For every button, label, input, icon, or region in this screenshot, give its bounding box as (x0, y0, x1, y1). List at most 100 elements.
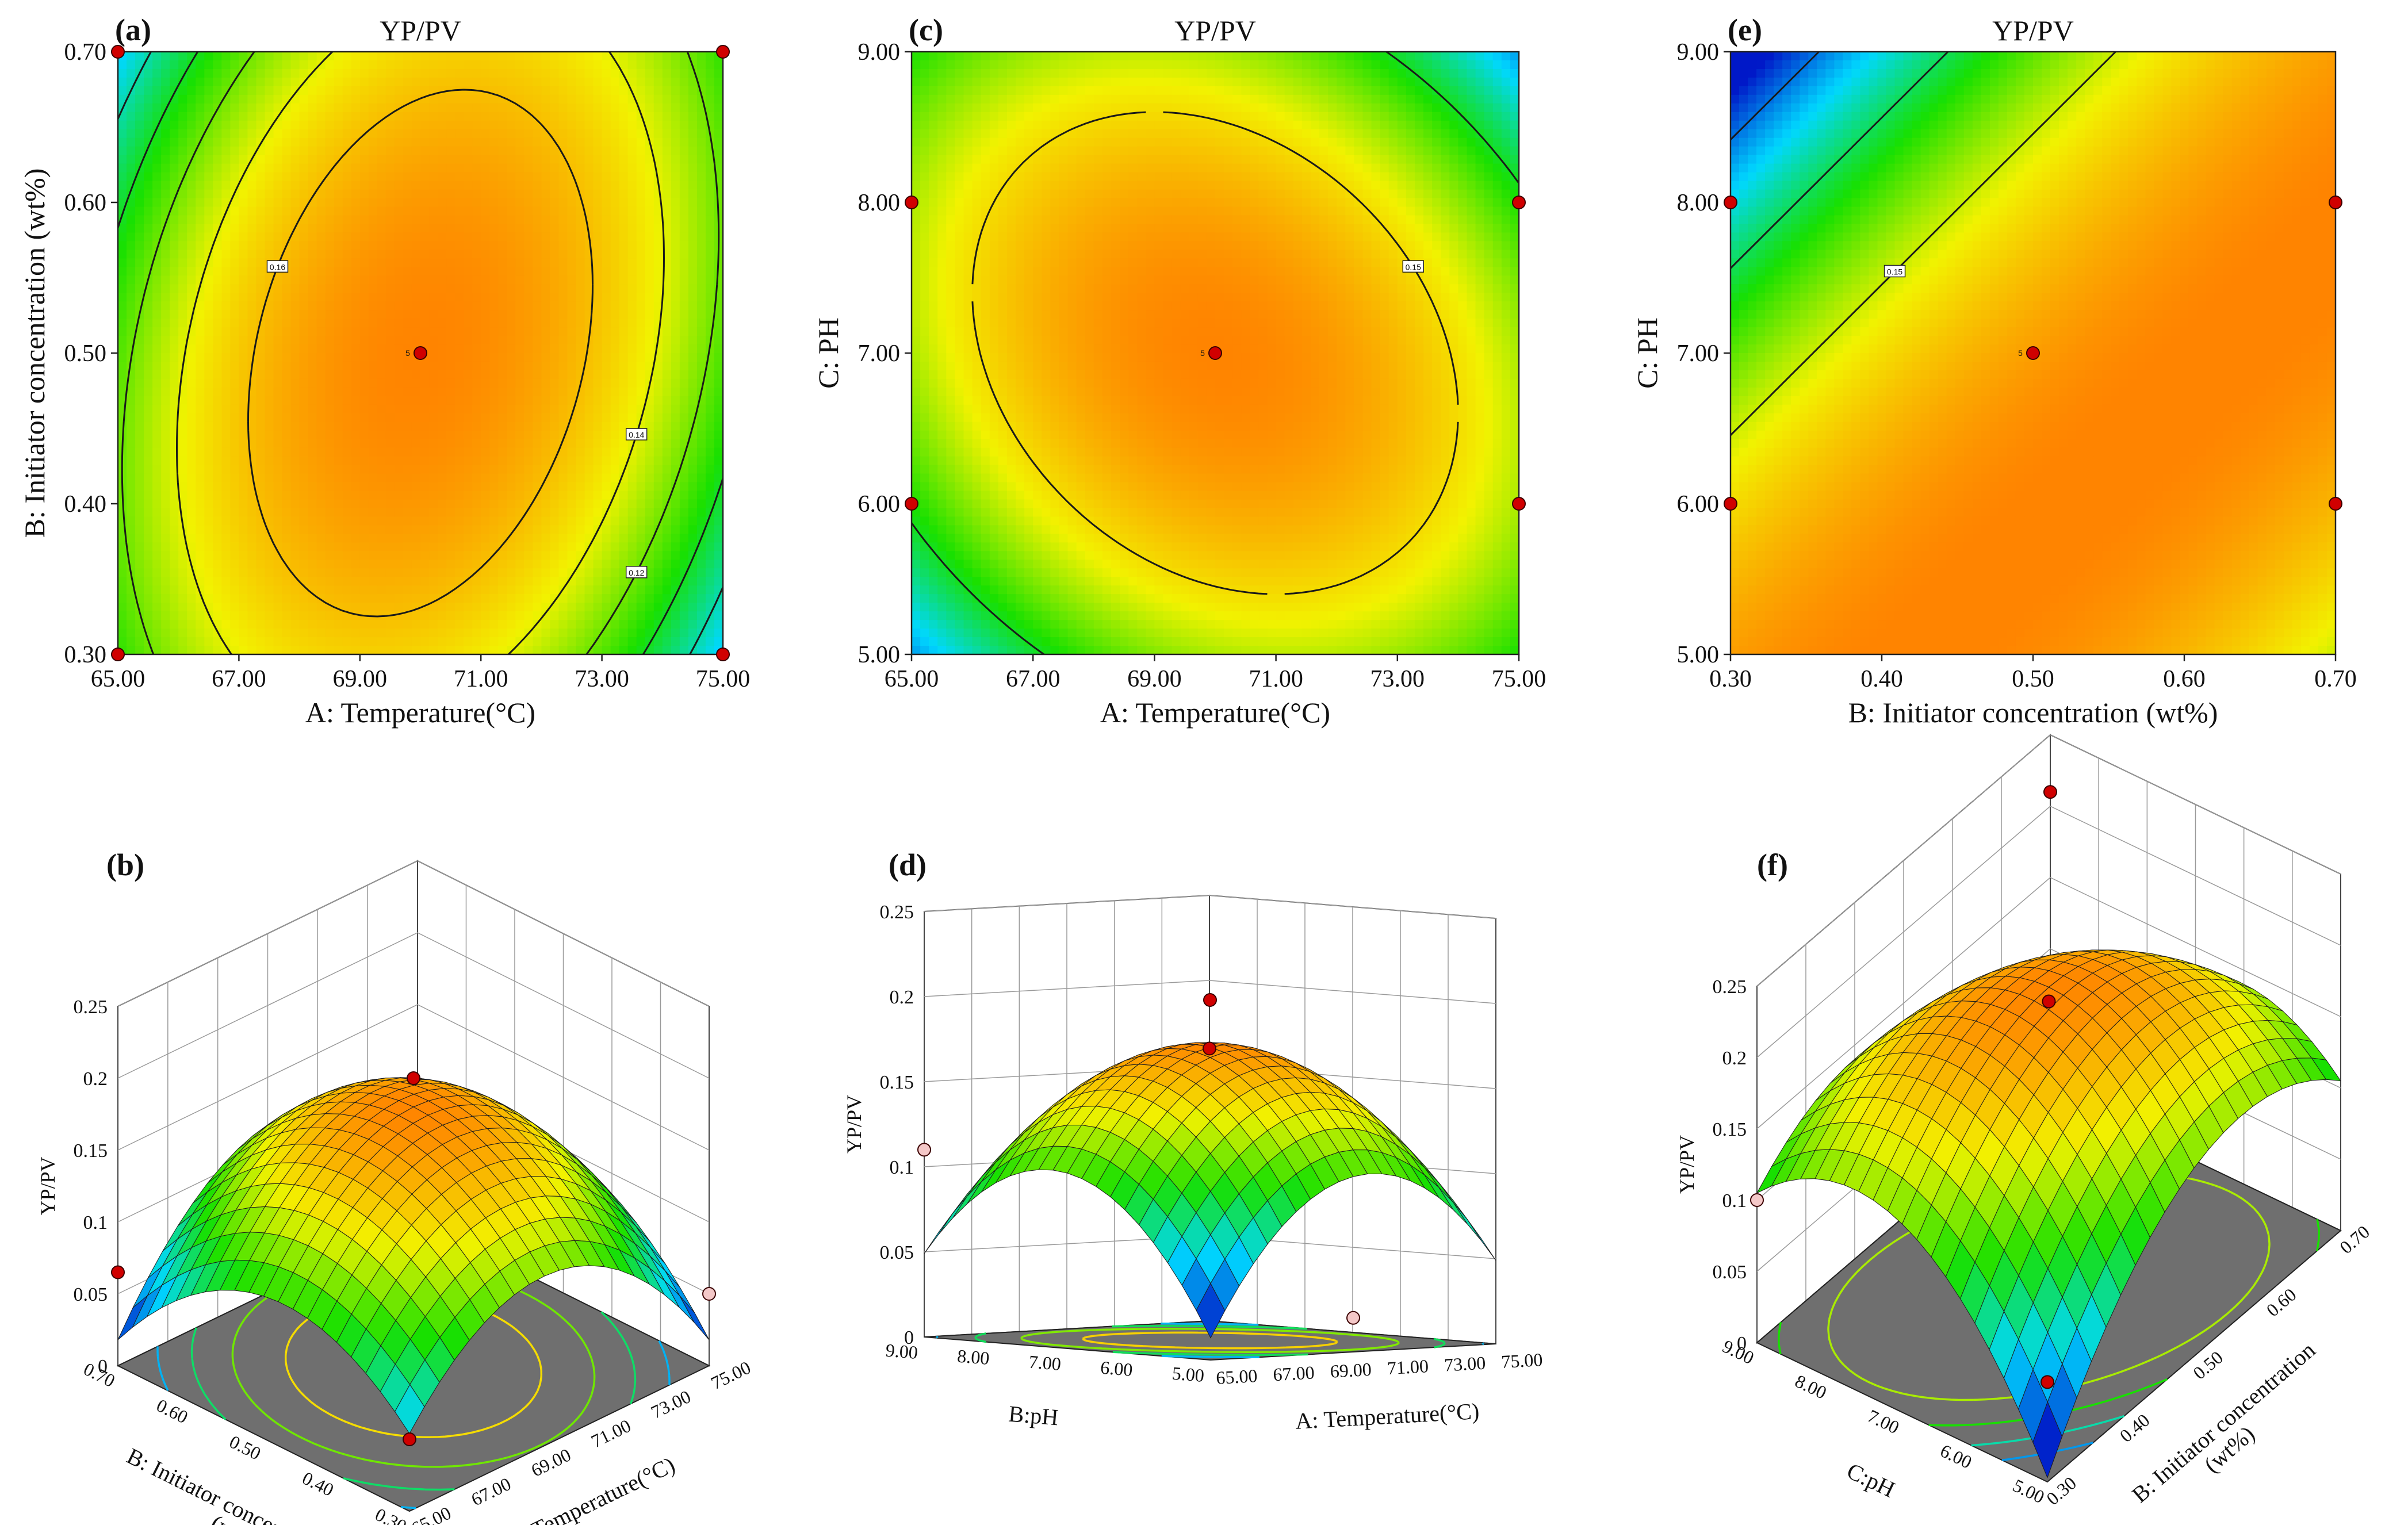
heatmap-cell (472, 620, 481, 629)
heatmap-cell (472, 241, 481, 250)
heatmap-cell (679, 327, 689, 336)
heatmap-cell (178, 275, 187, 285)
heatmap-cell (541, 103, 551, 113)
heatmap-cell (627, 163, 637, 173)
heatmap-cell (1067, 52, 1077, 61)
heatmap-cell (602, 551, 611, 560)
heatmap-cell (464, 353, 473, 362)
heatmap-cell (429, 336, 438, 345)
heatmap-cell (627, 232, 637, 242)
heatmap-cell (593, 310, 603, 319)
heatmap-cell (394, 473, 404, 483)
heatmap-cell (593, 378, 603, 388)
heatmap-cell (204, 146, 213, 156)
chart-title: YP/PV (380, 14, 461, 47)
heatmap-cell (679, 86, 689, 95)
heatmap-cell (325, 181, 335, 190)
heatmap-cell (671, 241, 680, 250)
heatmap-cell (204, 336, 213, 345)
heatmap-cell (161, 439, 170, 449)
heatmap-cell (334, 594, 343, 603)
heatmap-cell (507, 413, 516, 423)
center-count: 5 (405, 348, 410, 358)
heatmap-cell (645, 353, 654, 362)
heatmap-cell (385, 103, 395, 113)
heatmap-cell (325, 396, 335, 405)
heatmap-cell (584, 155, 594, 164)
heatmap-cell (446, 206, 455, 216)
heatmap-cell (602, 577, 611, 586)
heatmap-cell (187, 508, 196, 518)
heatmap-cell (135, 516, 144, 526)
heatmap-cell (161, 181, 170, 190)
heatmap-cell (403, 275, 412, 285)
heatmap-cell (196, 404, 205, 414)
heatmap-cell (403, 94, 412, 104)
heatmap-cell (524, 250, 533, 259)
heatmap-cell (524, 215, 533, 225)
heatmap-cell (213, 284, 222, 293)
heatmap-cell (334, 361, 343, 371)
heatmap-cell (403, 447, 412, 457)
heatmap-cell (671, 336, 680, 345)
heatmap-cell (273, 473, 283, 483)
heatmap-cell (636, 620, 646, 629)
heatmap-cell (541, 232, 551, 242)
heatmap-cell (135, 370, 144, 380)
heatmap-cell (464, 52, 473, 61)
heatmap-cell (1406, 52, 1415, 61)
heatmap-cell (161, 525, 170, 534)
heatmap-cell (446, 155, 455, 164)
heatmap-cell (265, 344, 274, 354)
heatmap-cell (230, 241, 239, 250)
heatmap-cell (351, 361, 361, 371)
design-points: 5 (111, 45, 730, 661)
heatmap-cell (705, 473, 715, 483)
heatmap-cell (282, 77, 292, 87)
heatmap-cell (420, 534, 430, 543)
heatmap-cell (152, 52, 162, 61)
heatmap-cell (550, 473, 560, 483)
heatmap-cell (239, 103, 248, 113)
heatmap-cell (342, 120, 352, 130)
heatmap-cell (178, 319, 187, 328)
heatmap-cell (696, 491, 706, 500)
heatmap-cell (213, 430, 222, 440)
heatmap-cell (550, 68, 560, 78)
heatmap-cell (593, 499, 603, 509)
heatmap-cell (489, 542, 499, 551)
heatmap-cell (394, 404, 404, 414)
heatmap-cell (498, 172, 507, 182)
heatmap-cell (636, 215, 646, 225)
heatmap-cell (645, 250, 654, 259)
heatmap-cell (351, 319, 361, 328)
heatmap-cell (998, 52, 1008, 61)
heatmap-cell (127, 516, 136, 526)
heatmap-cell (515, 77, 525, 87)
contour-label: 0.16 (266, 260, 289, 273)
heatmap-cell (610, 404, 620, 414)
heatmap-cell (533, 603, 542, 612)
heatmap-cell (403, 430, 412, 440)
heatmap-cell (567, 189, 577, 199)
design-point (716, 45, 730, 59)
heatmap-cell (368, 456, 378, 466)
heatmap-cell (515, 542, 525, 551)
heatmap-cell (705, 482, 715, 492)
heatmap-cell (256, 422, 266, 431)
heatmap-cell (429, 275, 438, 285)
heatmap-cell (541, 585, 551, 595)
heatmap-cell (446, 146, 455, 156)
heatmap-cell (653, 284, 663, 293)
heatmap-cell (420, 482, 430, 492)
heatmap-cell (507, 422, 516, 431)
heatmap-cell (429, 516, 438, 526)
heatmap-cell (498, 232, 507, 242)
heatmap-cell (455, 482, 464, 492)
heatmap-cell (584, 198, 594, 208)
heatmap-cell (144, 577, 153, 586)
heatmap-cell (688, 577, 698, 586)
heatmap-cell (178, 241, 187, 250)
heatmap-cell (507, 370, 516, 380)
heatmap-cell (688, 387, 698, 397)
